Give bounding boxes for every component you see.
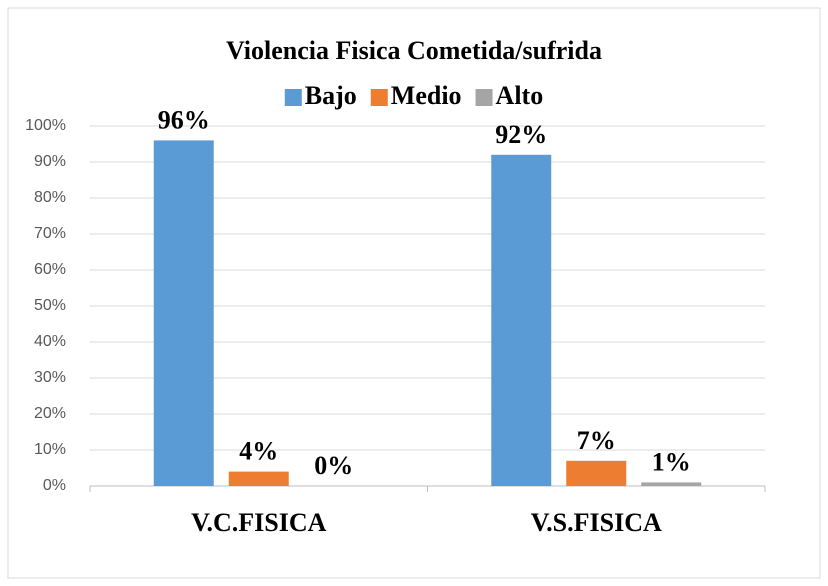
y-tick-label: 70% xyxy=(34,225,66,242)
bar xyxy=(566,460,627,486)
y-tick-label: 100% xyxy=(25,117,66,134)
y-tick-label: 90% xyxy=(34,153,66,170)
data-label: 92% xyxy=(495,120,547,149)
legend-label: Medio xyxy=(391,81,462,110)
bar xyxy=(153,140,214,486)
y-tick-label: 0% xyxy=(43,477,66,494)
x-tick-label: V.S.FISICA xyxy=(531,508,662,537)
data-label: 0% xyxy=(314,451,353,480)
legend-label: Alto xyxy=(496,81,544,110)
legend-swatch xyxy=(475,89,493,106)
bar xyxy=(641,482,702,486)
data-label: 96% xyxy=(158,105,210,134)
legend-swatch xyxy=(370,89,388,106)
bar xyxy=(491,154,552,487)
y-tick-label: 50% xyxy=(34,297,66,314)
y-tick-label: 60% xyxy=(34,261,66,278)
data-label: 1% xyxy=(652,447,691,476)
y-tick-label: 20% xyxy=(34,405,66,422)
data-label: 4% xyxy=(239,437,278,466)
y-tick-label: 10% xyxy=(34,441,66,458)
y-tick-label: 30% xyxy=(34,369,66,386)
chart-title: Violencia Fisica Cometida/sufrida xyxy=(226,36,602,65)
y-tick-label: 40% xyxy=(34,333,66,350)
legend-label: Bajo xyxy=(305,81,357,110)
legend-swatch xyxy=(284,89,302,106)
data-label: 7% xyxy=(577,426,616,455)
x-tick-label: V.C.FISICA xyxy=(191,508,327,537)
bar xyxy=(228,471,289,486)
y-tick-label: 80% xyxy=(34,189,66,206)
